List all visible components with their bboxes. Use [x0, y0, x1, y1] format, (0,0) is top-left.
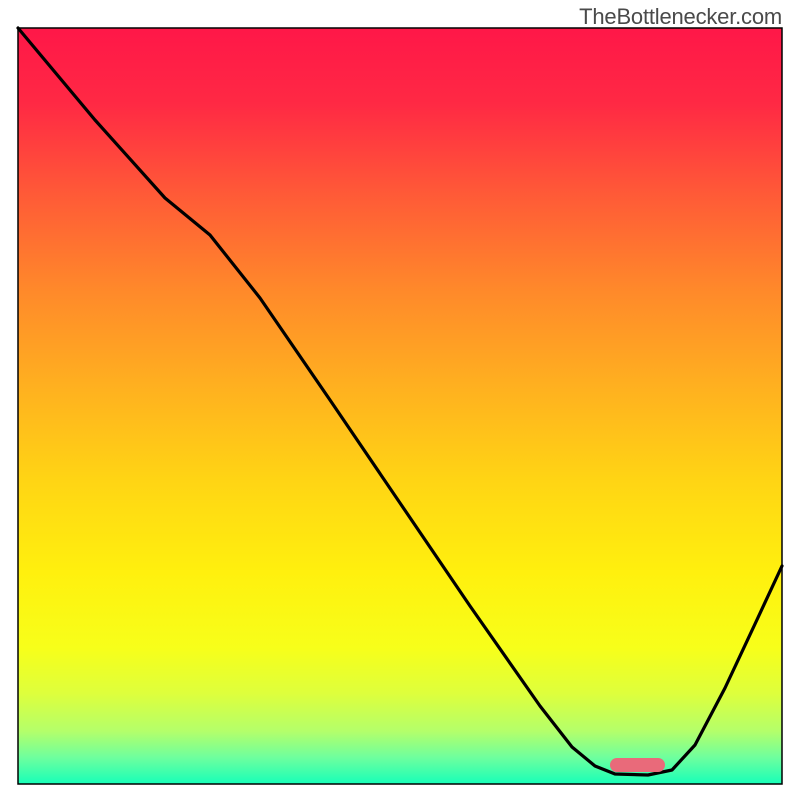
optimal-marker — [610, 758, 665, 772]
chart-svg — [0, 0, 800, 800]
watermark-text: TheBottlenecker.com — [579, 4, 782, 30]
bottleneck-chart — [0, 0, 800, 800]
plot-background — [18, 28, 782, 784]
